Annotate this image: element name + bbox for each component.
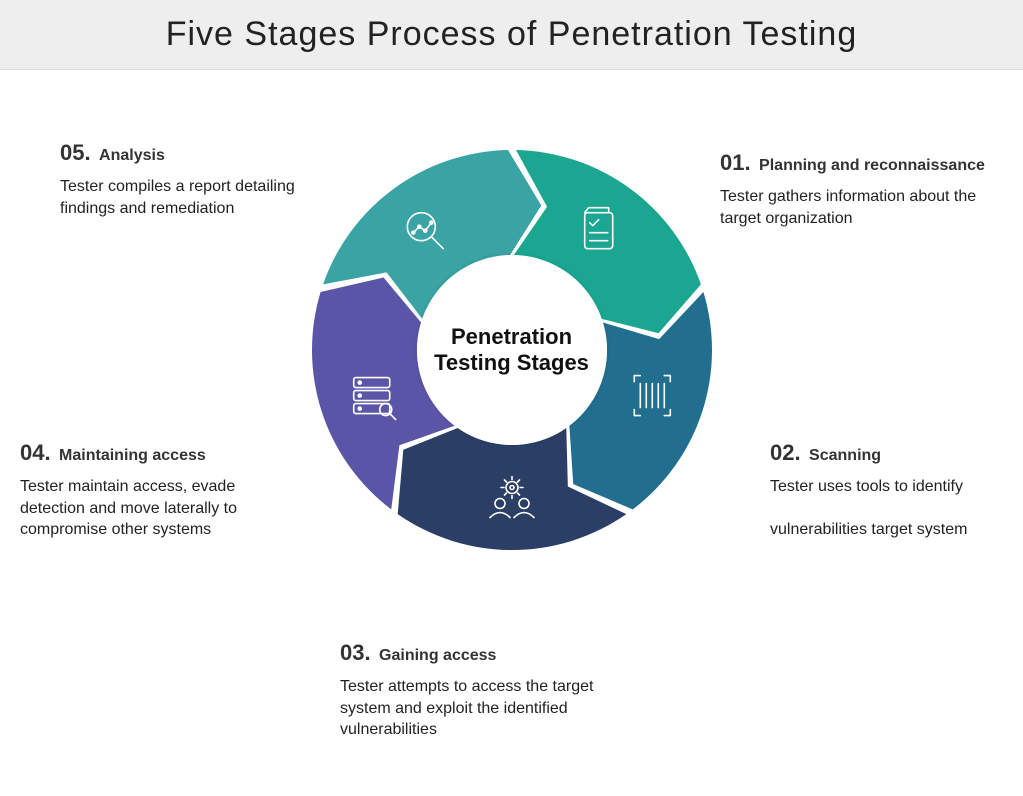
center-label: Penetration Testing Stages	[417, 324, 607, 377]
stage-desc: Tester maintain access, evade detection …	[20, 476, 300, 541]
stage-desc: Tester gathers information about the tar…	[720, 186, 1000, 229]
stage-num: 01.	[720, 150, 751, 175]
stage-title: Planning and reconnaissance	[759, 157, 985, 174]
stage-num: 03.	[340, 640, 371, 665]
stage-block-2: 02. Scanning Tester uses tools to identi…	[770, 440, 1023, 541]
stage-num: 04.	[20, 440, 51, 465]
stage-title: Analysis	[99, 147, 165, 164]
page-title: Five Stages Process of Penetration Testi…	[166, 15, 858, 54]
stage-desc: Tester attempts to access the target sys…	[340, 676, 620, 741]
stage-block-5: 05. Analysis Tester compiles a report de…	[60, 140, 340, 219]
stage-block-1: 01. Planning and reconnaissance Tester g…	[720, 150, 1000, 229]
stage-title: Gaining access	[379, 647, 496, 664]
stage-title: Scanning	[809, 447, 881, 464]
diagram-canvas: Penetration Testing Stages 01. Planning …	[0, 70, 1023, 796]
stage-desc: Tester uses tools to identify vulnerabil…	[770, 476, 1023, 541]
stage-num: 02.	[770, 440, 801, 465]
stage-desc: Tester compiles a report detailing findi…	[60, 176, 340, 219]
center-circle: Penetration Testing Stages	[417, 255, 607, 445]
stage-block-3: 03. Gaining access Tester attempts to ac…	[340, 640, 620, 741]
stage-num: 05.	[60, 140, 91, 165]
stage-block-4: 04. Maintaining access Tester maintain a…	[20, 440, 300, 541]
stage-title: Maintaining access	[59, 447, 206, 464]
title-bar: Five Stages Process of Penetration Testi…	[0, 0, 1023, 70]
